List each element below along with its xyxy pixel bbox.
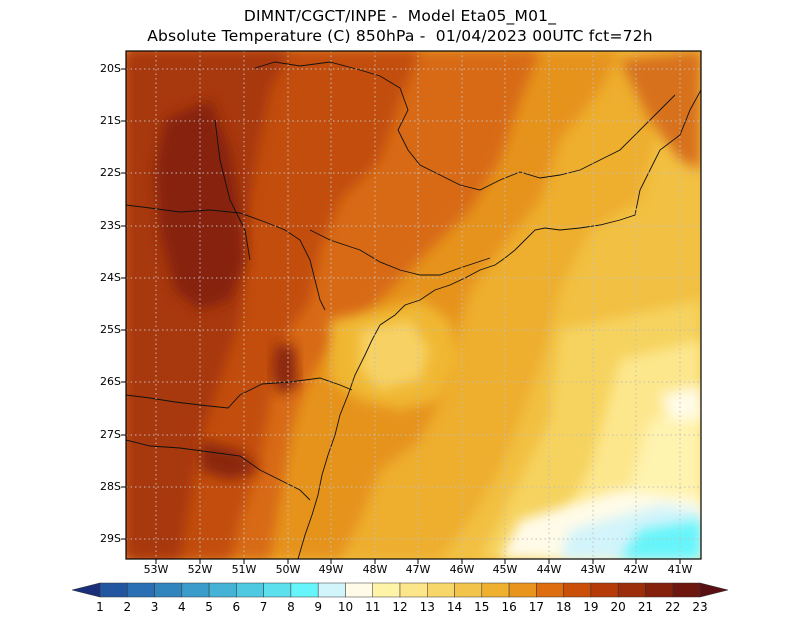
colorbar-swatch	[154, 582, 183, 598]
colorbar-label: 10	[337, 600, 354, 614]
axis-ticks	[121, 68, 681, 564]
colorbar-label: 9	[314, 600, 322, 614]
colorbar-swatch	[672, 582, 701, 598]
colorbar-arrow-high	[699, 582, 729, 598]
lon-label: 51W	[231, 563, 257, 576]
lat-label: 29S	[100, 532, 121, 545]
colorbar-swatch	[454, 582, 483, 598]
lon-label: 43W	[580, 563, 606, 576]
colorbar-swatch	[508, 582, 537, 598]
colorbar-label: 15	[474, 600, 490, 614]
colorbar-swatch	[263, 582, 292, 598]
lat-label: 24S	[100, 271, 121, 284]
lon-label: 48W	[362, 563, 388, 576]
colorbar-label: 22	[665, 600, 681, 614]
map-title-line2: Absolute Temperature (C) 850hPa - 01/04/…	[147, 27, 653, 45]
colorbar-swatch	[399, 582, 428, 598]
lat-label: 27S	[100, 428, 121, 441]
map-title-line1: DIMNT/CGCT/INPE - Model Eta05_M01_	[243, 7, 557, 25]
colorbar-label: 20	[610, 600, 626, 614]
colorbar-label: 3	[150, 600, 159, 614]
colorbar-swatch	[290, 582, 319, 598]
colorbar-arrow-low	[71, 582, 101, 598]
lat-label: 23S	[100, 219, 121, 232]
colorbar-label: 5	[205, 600, 213, 614]
colorbar-label: 19	[583, 600, 599, 614]
map-frame	[125, 50, 702, 560]
lat-label: 21S	[100, 114, 121, 127]
lon-label: 45W	[492, 563, 518, 576]
colorbar-label: 21	[637, 600, 654, 614]
colorbar-label: 4	[177, 600, 186, 614]
lon-label: 53W	[143, 563, 169, 576]
colorbar-swatch	[236, 582, 264, 598]
colorbar-swatch	[345, 582, 373, 598]
colorbar-label: 23	[692, 600, 708, 614]
colorbar-label: 17	[528, 600, 544, 614]
colorbar	[71, 582, 729, 598]
lat-label: 26S	[100, 375, 121, 388]
colorbar-swatch	[372, 582, 401, 598]
colorbar-swatch	[617, 582, 646, 598]
lon-label: 42W	[623, 563, 649, 576]
lat-label: 20S	[100, 62, 121, 75]
colorbar-swatch	[590, 582, 619, 598]
lat-label: 25S	[100, 323, 121, 336]
colorbar-label: 8	[287, 600, 295, 614]
colorbar-label: 14	[446, 600, 463, 614]
colorbar-label: 1	[96, 600, 104, 614]
colorbar-swatch	[427, 582, 455, 598]
colorbar-label: 6	[232, 600, 241, 614]
colorbar-label: 11	[365, 600, 381, 614]
colorbar-swatch	[181, 582, 210, 598]
colorbar-swatch	[563, 582, 592, 598]
graticule	[126, 51, 701, 559]
lon-label: 52W	[187, 563, 213, 576]
temperature-field	[126, 51, 701, 559]
lon-label: 49W	[318, 563, 344, 576]
colorbar-label: 7	[259, 600, 268, 614]
colorbar-label: 2	[123, 600, 132, 614]
colorbar-swatch	[99, 582, 128, 598]
colorbar-swatch	[208, 582, 237, 598]
lon-label: 47W	[405, 563, 431, 576]
lon-label: 41W	[667, 563, 693, 576]
colorbar-swatch	[481, 582, 510, 598]
colorbar-label: 12	[392, 600, 408, 614]
colorbar-label: 13	[419, 600, 435, 614]
lat-label: 28S	[100, 480, 121, 493]
colorbar-swatch	[645, 582, 673, 598]
colorbar-label: 16	[501, 600, 517, 614]
lon-label: 46W	[449, 563, 475, 576]
colorbar-swatch	[536, 582, 564, 598]
lon-label: 44W	[536, 563, 562, 576]
colorbar-swatch	[127, 582, 155, 598]
lat-label: 22S	[100, 166, 121, 179]
lon-label: 50W	[275, 563, 301, 576]
colorbar-label: 18	[555, 600, 572, 614]
colorbar-swatch	[317, 582, 346, 598]
